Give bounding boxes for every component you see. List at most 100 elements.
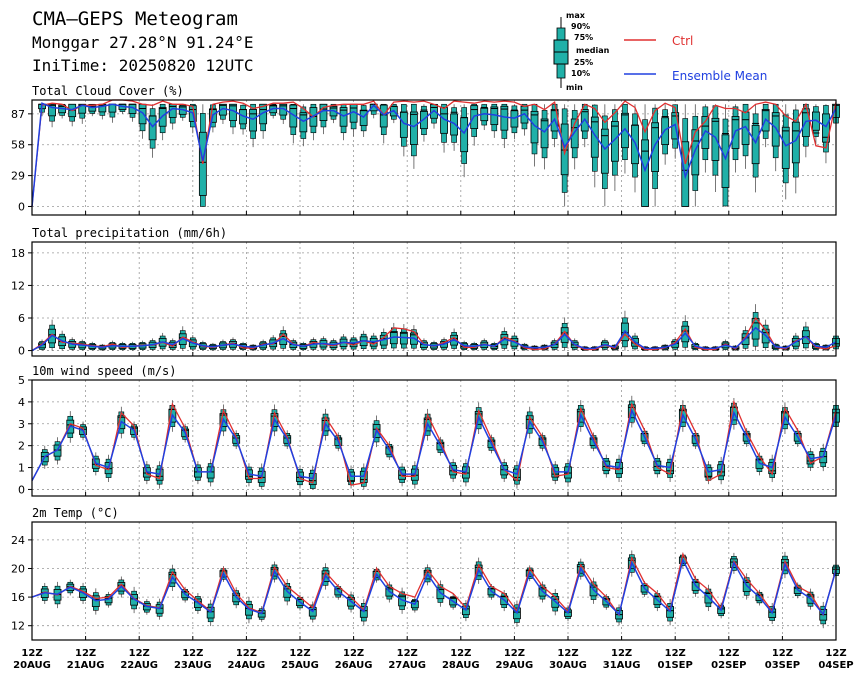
x-tick-date: 20AUG xyxy=(13,660,51,671)
box-inner xyxy=(510,110,519,128)
y-tick-label: 87 xyxy=(11,108,25,121)
legend-label-1: 90% xyxy=(571,22,590,31)
x-tick-hour: 12Z xyxy=(289,648,310,659)
x-tick-date: 01SEP xyxy=(658,660,693,671)
box-inner xyxy=(651,122,659,172)
x-tick-hour: 12Z xyxy=(772,648,793,659)
x-tick-date: 29AUG xyxy=(496,660,534,671)
y-tick-label: 0 xyxy=(18,483,25,496)
x-tick-date: 31AUG xyxy=(603,660,641,671)
x-tick-hour: 12Z xyxy=(504,648,525,659)
legend: max 90% 75% median 25% 10% min Ctrl Ensemble Mea… xyxy=(553,11,767,92)
panel-title: 10m wind speed (m/s) xyxy=(32,364,177,378)
panel-2: 10m wind speed (m/s) 0 1 2 3 4 5 xyxy=(18,364,840,497)
legend-label-6: min xyxy=(566,83,583,92)
ensemble-mean-line xyxy=(31,557,837,616)
ctrl-line xyxy=(31,552,837,617)
x-tick-date: 04SEP xyxy=(818,660,853,671)
box-inner xyxy=(661,117,670,145)
x-tick-date: 23AUG xyxy=(174,660,212,671)
x-axis: 12Z20AUG12Z21AUG12Z22AUG12Z23AUG12Z24AUG… xyxy=(13,648,853,671)
y-tick-label: 12 xyxy=(11,279,25,292)
init-time-label: IniTime: 20250820 12UTC xyxy=(32,56,254,75)
y-tick-label: 0 xyxy=(18,345,25,358)
y-tick-label: 12 xyxy=(11,620,25,633)
x-tick-hour: 12Z xyxy=(397,648,418,659)
panel-title: Total Cloud Cover (%) xyxy=(32,84,184,98)
x-tick-hour: 12Z xyxy=(21,648,42,659)
box-inner xyxy=(299,112,308,133)
chart-title: CMA—GEPS Meteogram xyxy=(32,8,238,30)
box-inner xyxy=(339,107,348,127)
box-inner xyxy=(259,103,268,125)
ensemble-mean-line xyxy=(31,102,837,207)
panel-3: 2m Temp (°C) 12 16 20 24 xyxy=(11,506,840,641)
y-tick-label: 18 xyxy=(11,247,25,260)
y-tick-label: 24 xyxy=(11,534,25,547)
panel-1: Total precipitation (mm/6h) 0 6 12 18 xyxy=(11,226,840,358)
y-tick-label: 29 xyxy=(11,170,25,183)
box-inner xyxy=(279,103,288,116)
ctrl-line xyxy=(31,99,837,207)
box-inner xyxy=(771,112,780,147)
box-inner xyxy=(289,104,298,128)
x-tick-date: 24AUG xyxy=(228,660,266,671)
box-inner xyxy=(460,117,469,153)
box-inner xyxy=(600,128,609,174)
x-tick-date: 21AUG xyxy=(67,660,105,671)
x-tick-hour: 12Z xyxy=(236,648,257,659)
box-inner xyxy=(781,126,790,169)
panel-0: Total Cloud Cover (%) 0 29 58 87 xyxy=(11,84,840,216)
box-inner xyxy=(711,117,720,161)
box-inner xyxy=(590,116,599,158)
y-tick-label: 0 xyxy=(18,200,25,213)
y-tick-label: 1 xyxy=(18,462,25,475)
box-inner xyxy=(560,123,569,176)
legend-label-3: median xyxy=(576,46,610,55)
legend-label-2: 75% xyxy=(574,33,593,42)
box-inner xyxy=(721,134,730,188)
box-inner xyxy=(138,103,147,125)
x-tick-date: 26AUG xyxy=(335,660,373,671)
legend-label-5: 10% xyxy=(571,69,590,78)
ensemble-mean-line xyxy=(31,326,837,352)
x-tick-hour: 12Z xyxy=(343,648,364,659)
x-tick-hour: 12Z xyxy=(611,648,632,659)
x-tick-date: 02SEP xyxy=(711,660,746,671)
box-inner xyxy=(621,112,629,149)
y-tick-label: 3 xyxy=(18,418,25,431)
legend-label-0: max xyxy=(566,11,586,20)
legend-ctrl-label: Ctrl xyxy=(672,34,693,48)
box-inner xyxy=(751,124,760,165)
panel-frame xyxy=(31,99,837,216)
box-inner xyxy=(500,105,509,131)
x-tick-hour: 12Z xyxy=(557,648,578,659)
x-tick-hour: 12Z xyxy=(182,648,203,659)
y-tick-label: 2 xyxy=(18,440,25,453)
panel-frame xyxy=(31,379,837,497)
x-tick-hour: 12Z xyxy=(129,648,150,659)
box-inner xyxy=(611,121,619,162)
box-inner xyxy=(540,118,549,149)
box-inner xyxy=(148,115,157,141)
box-inner xyxy=(641,139,649,207)
x-tick-hour: 12Z xyxy=(75,648,96,659)
ensemble-mean-line xyxy=(31,408,837,482)
x-tick-date: 30AUG xyxy=(549,660,587,671)
y-tick-label: 16 xyxy=(11,591,25,604)
legend-label-4: 25% xyxy=(574,58,593,67)
x-tick-hour: 12Z xyxy=(665,648,686,659)
box-inner xyxy=(409,111,418,145)
panel-frame xyxy=(31,241,837,357)
panel-title: 2m Temp (°C) xyxy=(32,506,119,520)
panel-frame xyxy=(31,521,837,641)
box-inner xyxy=(379,104,388,128)
y-tick-label: 6 xyxy=(18,312,25,325)
y-tick-label: 5 xyxy=(18,374,25,387)
y-tick-label: 20 xyxy=(11,562,25,575)
panel-title: Total precipitation (mm/6h) xyxy=(32,226,227,240)
x-tick-date: 25AUG xyxy=(281,660,319,671)
box-inner xyxy=(78,103,87,114)
x-tick-date: 27AUG xyxy=(388,660,426,671)
box-inner xyxy=(450,113,459,136)
